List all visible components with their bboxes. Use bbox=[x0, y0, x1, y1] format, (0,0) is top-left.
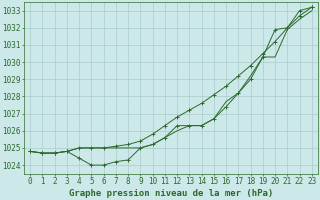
X-axis label: Graphe pression niveau de la mer (hPa): Graphe pression niveau de la mer (hPa) bbox=[69, 189, 273, 198]
